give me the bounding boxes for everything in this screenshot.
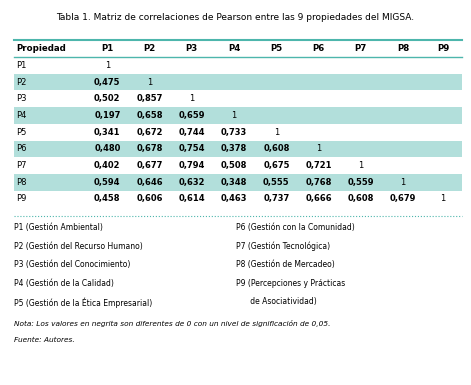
Text: 0,348: 0,348 bbox=[221, 178, 247, 187]
Text: 0,737: 0,737 bbox=[263, 194, 290, 203]
Text: 0,672: 0,672 bbox=[137, 128, 163, 137]
Text: 1: 1 bbox=[400, 178, 406, 187]
Text: 0,679: 0,679 bbox=[390, 194, 416, 203]
Text: P6 (Gestión con la Comunidad): P6 (Gestión con la Comunidad) bbox=[236, 223, 354, 232]
Text: 0,594: 0,594 bbox=[94, 178, 121, 187]
Text: 0,632: 0,632 bbox=[179, 178, 205, 187]
Text: 0,555: 0,555 bbox=[263, 178, 290, 187]
Text: P5: P5 bbox=[16, 128, 27, 137]
Text: 0,658: 0,658 bbox=[137, 111, 163, 120]
Text: P4 (Gestión de la Calidad): P4 (Gestión de la Calidad) bbox=[14, 279, 114, 288]
Text: 1: 1 bbox=[105, 61, 110, 70]
Text: 0,606: 0,606 bbox=[137, 194, 163, 203]
Text: P3 (Gestión del Conocimiento): P3 (Gestión del Conocimiento) bbox=[14, 260, 130, 269]
Text: Tabla 1. Matriz de correlaciones de Pearson entre las 9 propiedades del MIGSA.: Tabla 1. Matriz de correlaciones de Pear… bbox=[57, 13, 414, 22]
Text: 1: 1 bbox=[440, 194, 446, 203]
Text: 1: 1 bbox=[232, 111, 237, 120]
Text: 0,508: 0,508 bbox=[221, 161, 247, 170]
Text: 0,480: 0,480 bbox=[94, 144, 121, 153]
Text: 0,721: 0,721 bbox=[305, 161, 332, 170]
Text: 0,675: 0,675 bbox=[263, 161, 290, 170]
Text: 1: 1 bbox=[147, 78, 152, 87]
Text: P6: P6 bbox=[313, 44, 325, 53]
Text: 0,768: 0,768 bbox=[306, 178, 332, 187]
Text: P1: P1 bbox=[101, 44, 114, 53]
Text: P8 (Gestión de Mercadeo): P8 (Gestión de Mercadeo) bbox=[236, 260, 334, 269]
Text: 1: 1 bbox=[358, 161, 364, 170]
Text: P4: P4 bbox=[228, 44, 240, 53]
Text: 0,754: 0,754 bbox=[179, 144, 205, 153]
Text: P5: P5 bbox=[270, 44, 283, 53]
Text: 0,659: 0,659 bbox=[179, 111, 205, 120]
Text: 0,197: 0,197 bbox=[94, 111, 121, 120]
Text: 0,458: 0,458 bbox=[94, 194, 121, 203]
Text: P1 (Gestión Ambiental): P1 (Gestión Ambiental) bbox=[14, 223, 103, 232]
Text: 0,475: 0,475 bbox=[94, 78, 121, 87]
Text: 0,559: 0,559 bbox=[348, 178, 374, 187]
Text: 0,744: 0,744 bbox=[179, 128, 205, 137]
Text: 0,678: 0,678 bbox=[137, 144, 163, 153]
Text: 0,341: 0,341 bbox=[94, 128, 121, 137]
Text: P3: P3 bbox=[186, 44, 198, 53]
Text: 0,677: 0,677 bbox=[137, 161, 163, 170]
Text: P8: P8 bbox=[397, 44, 409, 53]
Text: P8: P8 bbox=[16, 178, 27, 187]
Text: 0,857: 0,857 bbox=[137, 94, 163, 103]
Text: 0,614: 0,614 bbox=[179, 194, 205, 203]
Text: 0,463: 0,463 bbox=[221, 194, 247, 203]
Text: P2 (Gestión del Recurso Humano): P2 (Gestión del Recurso Humano) bbox=[14, 242, 143, 251]
Text: P9 (Percepciones y Prácticas: P9 (Percepciones y Prácticas bbox=[236, 279, 345, 288]
Text: 0,608: 0,608 bbox=[348, 194, 374, 203]
Text: Fuente: Autores.: Fuente: Autores. bbox=[14, 337, 75, 343]
Text: 0,666: 0,666 bbox=[305, 194, 332, 203]
Text: 0,378: 0,378 bbox=[221, 144, 247, 153]
Text: 1: 1 bbox=[274, 128, 279, 137]
Text: P2: P2 bbox=[144, 44, 156, 53]
Text: P7: P7 bbox=[355, 44, 367, 53]
Text: 1: 1 bbox=[316, 144, 321, 153]
Text: P7 (Gestión Tecnológica): P7 (Gestión Tecnológica) bbox=[236, 242, 330, 251]
Text: P7: P7 bbox=[16, 161, 27, 170]
Text: 0,646: 0,646 bbox=[136, 178, 163, 187]
Text: P4: P4 bbox=[16, 111, 27, 120]
Text: P9: P9 bbox=[16, 194, 27, 203]
Text: P5 (Gestión de la Ética Empresarial): P5 (Gestión de la Ética Empresarial) bbox=[14, 297, 153, 308]
Text: de Asociatividad): de Asociatividad) bbox=[236, 297, 316, 306]
Text: P3: P3 bbox=[16, 94, 27, 103]
Text: P2: P2 bbox=[16, 78, 27, 87]
Text: 0,402: 0,402 bbox=[94, 161, 121, 170]
Text: P6: P6 bbox=[16, 144, 27, 153]
Text: Propiedad: Propiedad bbox=[16, 44, 66, 53]
Text: 0,794: 0,794 bbox=[179, 161, 205, 170]
Text: 0,608: 0,608 bbox=[263, 144, 290, 153]
Text: 0,733: 0,733 bbox=[221, 128, 247, 137]
Text: P9: P9 bbox=[437, 44, 449, 53]
Text: P1: P1 bbox=[16, 61, 27, 70]
Text: 1: 1 bbox=[189, 94, 195, 103]
Text: Nota: Los valores en negrita son diferentes de 0 con un nivel de significación d: Nota: Los valores en negrita son diferen… bbox=[14, 320, 331, 326]
Text: 0,502: 0,502 bbox=[94, 94, 121, 103]
